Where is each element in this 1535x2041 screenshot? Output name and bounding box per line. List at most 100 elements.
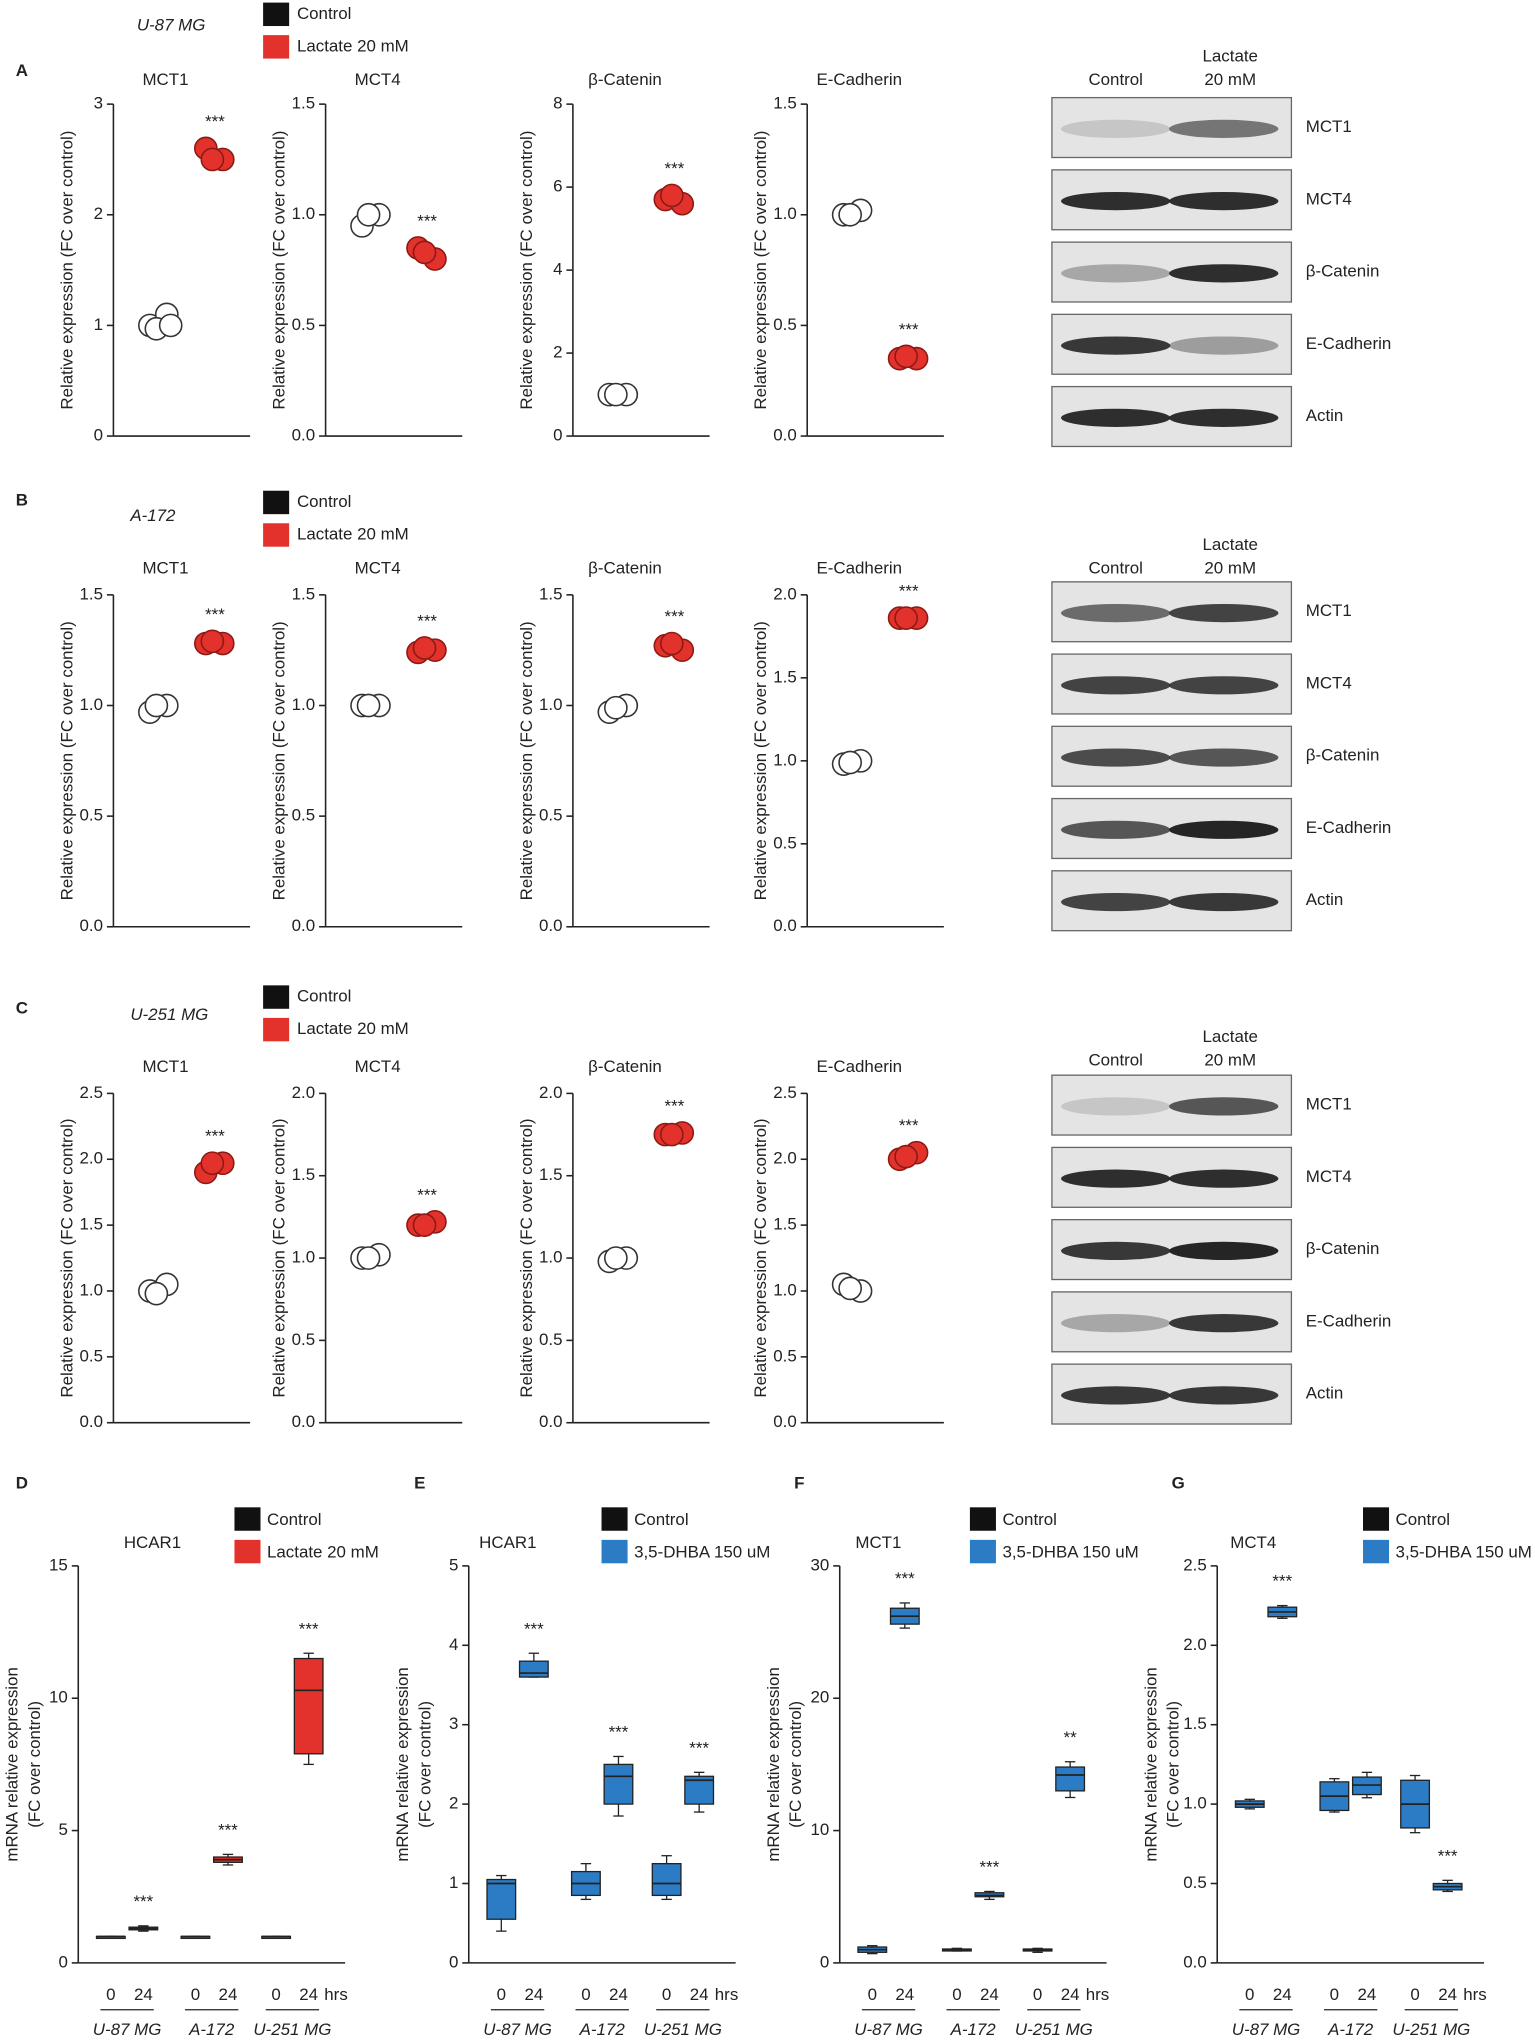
blot-column-label: Control [1088,558,1143,577]
x-tick-label: 0 [662,1985,671,2004]
x-group-label: U-251 MG [644,2020,722,2039]
y-tick-label: 2.5 [79,1083,103,1102]
data-dot [659,631,684,656]
y-tick-label: 1.5 [1183,1714,1207,1733]
legend-swatch [263,35,290,59]
x-tick-label: 24 [1358,1985,1377,2004]
x-group-label: U-87 MG [1232,2020,1301,2039]
legend-label: Control [1002,1510,1056,1529]
blot-band [1169,1169,1279,1188]
blot-band [1061,336,1171,355]
y-tick-label: 1.0 [773,1280,797,1299]
data-dot [838,1276,863,1301]
legend-label: 3,5-DHBA 150 uM [1396,1542,1532,1561]
x-unit-label: hrs [1086,1985,1110,2004]
y-tick-label: 1.0 [79,1280,103,1299]
y-tick-label: 6 [553,177,562,196]
data-dot [200,1151,225,1176]
legend-swatch [969,1507,996,1531]
significance: *** [899,320,919,339]
y-axis-label: (FC over control) [1164,1701,1183,1828]
chart-title: MCT4 [355,558,401,577]
blot-band [1061,408,1171,427]
y-tick-label: 0.0 [773,1412,797,1431]
blot-band [1061,1169,1171,1188]
y-axis-label: Relative expression (FC over control) [751,131,770,410]
x-unit-label: hrs [324,1985,348,2004]
legend-label: Lactate 20 mM [297,1019,409,1038]
blot-column-label: 20 mM [1204,1050,1256,1069]
y-axis-label: Relative expression (FC over control) [517,621,536,900]
y-tick-label: 2.0 [773,584,797,603]
y-axis-label: Relative expression (FC over control) [751,621,770,900]
blot-band-label: MCT4 [1306,189,1352,208]
significance: *** [133,1892,153,1911]
chart-title: E-Cadherin [817,558,903,577]
y-tick-label: 1.0 [773,204,797,223]
x-group-label: A-172 [950,2020,997,2039]
x-tick-label: 0 [106,1985,115,2004]
significance: ** [1064,1728,1078,1747]
blot-band-label: Actin [1306,1384,1344,1403]
panel-letter: D [16,1473,28,1492]
x-group-label: A-172 [579,2020,626,2039]
y-tick-label: 2.0 [539,1083,563,1102]
data-dot [356,693,381,718]
y-tick-label: 2 [94,204,103,223]
x-tick-label: 0 [1245,1985,1254,2004]
y-tick-label: 1.5 [292,1165,316,1184]
blot-band [1169,676,1279,695]
y-axis-label: Relative expression (FC over control) [517,131,536,410]
x-tick-label: 0 [1033,1985,1042,2004]
significance: *** [417,611,437,630]
y-tick-label: 0.0 [292,426,316,445]
blot-band [1169,892,1279,912]
x-tick-label: 24 [1273,1985,1292,2004]
y-tick-label: 0.0 [539,916,563,935]
y-tick-label: 0 [449,1952,458,1971]
y-axis-label: Relative expression (FC over control) [57,131,76,410]
panel-letter: A [16,61,28,80]
panel-letter: E [414,1473,425,1492]
panel-letter: F [794,1473,804,1492]
y-tick-label: 2.0 [292,1083,316,1102]
cell-line: U-87 MG [137,16,206,35]
blot-column-label: Lactate [1203,47,1258,66]
blot-band-label: E-Cadherin [1306,1311,1392,1330]
x-group-label: U-251 MG [253,2020,331,2039]
chart-title: MCT1 [142,70,188,89]
panel-letter: C [16,998,28,1017]
x-tick-label: 24 [609,1985,628,2004]
y-tick-label: 0.0 [292,1412,316,1431]
data-dot [144,693,169,718]
significance: *** [665,1096,685,1115]
blot-band [1169,1241,1279,1261]
x-tick-label: 0 [1330,1985,1339,2004]
legend-label: Control [297,492,352,511]
y-tick-label: 0.5 [292,1330,316,1349]
blot-band-label: E-Cadherin [1306,334,1392,353]
cell-line: A-172 [129,506,176,525]
chart-title: MCT4 [355,70,401,89]
x-tick-label: 0 [868,1985,877,2004]
y-tick-label: 1 [94,315,103,334]
legend-label: 3,5-DHBA 150 uM [1002,1542,1138,1561]
legend-label: Control [634,1510,689,1529]
legend-swatch [263,523,290,547]
data-dot [356,1246,381,1270]
significance: *** [899,582,919,601]
y-axis-label: mRNA relative expression [393,1667,412,1862]
x-tick-label: 24 [1061,1985,1080,2004]
blot-band [1169,191,1279,211]
y-axis-label: mRNA relative expression [1142,1667,1161,1862]
x-group-label: U-251 MG [1015,2020,1093,2039]
legend-swatch [234,1539,261,1564]
significance: *** [205,605,225,624]
y-tick-label: 30 [811,1555,830,1574]
y-axis-label: Relative expression (FC over control) [269,131,288,410]
chart-title: MCT1 [855,1533,901,1552]
blot-band [1169,119,1279,138]
significance: *** [980,1857,1000,1876]
x-group-label: U-87 MG [854,2020,923,2039]
